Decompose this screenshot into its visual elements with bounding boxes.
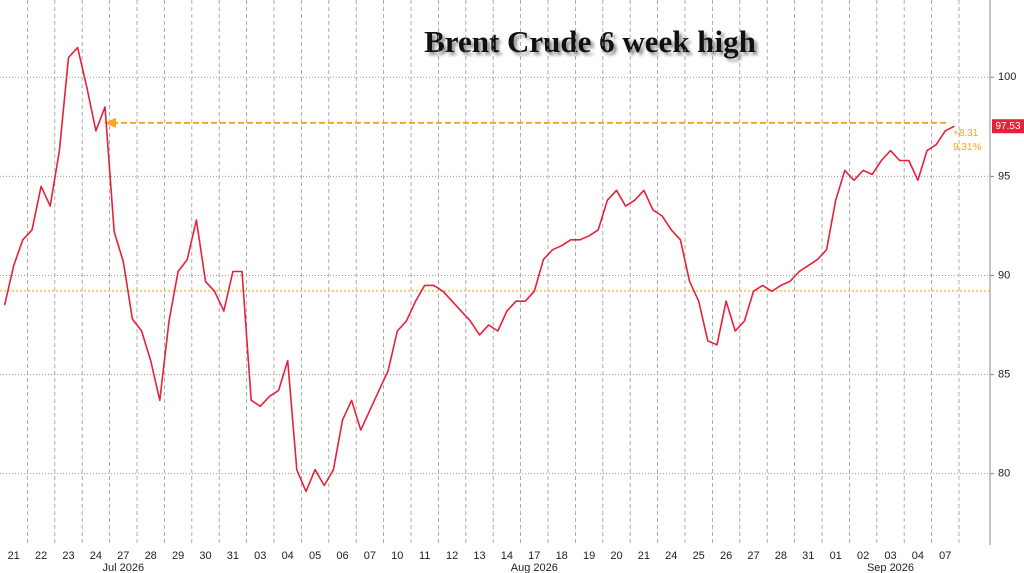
x-tick-label: 12	[446, 550, 458, 562]
x-tick-label: 18	[556, 550, 568, 562]
x-tick-label: 20	[610, 550, 622, 562]
x-tick-label: 17	[528, 550, 540, 562]
change-pct-label: 9.31%	[953, 142, 981, 153]
x-tick-label: 27	[747, 550, 759, 562]
x-tick-label: 21	[638, 550, 650, 562]
x-tick-label: 03	[884, 550, 896, 562]
x-tick-label: 30	[199, 550, 211, 562]
x-tick-label: 27	[117, 550, 129, 562]
x-tick-label: 24	[665, 550, 677, 562]
y-tick-label: 90	[998, 269, 1010, 281]
x-tick-label: 24	[90, 550, 102, 562]
x-tick-label: 06	[336, 550, 348, 562]
x-tick-label: 13	[473, 550, 485, 562]
x-tick-label: 21	[8, 550, 20, 562]
x-tick-label: 05	[309, 550, 321, 562]
x-tick-label: 19	[583, 550, 595, 562]
x-tick-label: 31	[227, 550, 239, 562]
y-tick-label: 95	[998, 170, 1010, 182]
x-tick-label: 26	[720, 550, 732, 562]
last-value-box	[992, 119, 1024, 134]
x-tick-label: 23	[62, 550, 74, 562]
month-label: Aug 2026	[511, 562, 558, 573]
x-tick-label: 25	[693, 550, 705, 562]
change-label: +8.31	[953, 128, 979, 139]
y-tick-label: 100	[998, 71, 1016, 83]
y-tick-label: 85	[998, 368, 1010, 380]
x-tick-label: 07	[364, 550, 376, 562]
last-value-label: 97.53	[995, 121, 1020, 132]
x-tick-label: 04	[912, 550, 924, 562]
x-tick-label: 03	[254, 550, 266, 562]
arrow-head	[104, 117, 116, 128]
x-tick-label: 14	[501, 550, 513, 562]
x-tick-label: 29	[172, 550, 184, 562]
x-tick-label: 28	[145, 550, 157, 562]
y-tick-label: 80	[998, 468, 1010, 480]
price-line	[3, 46, 955, 493]
x-tick-label: 02	[857, 550, 869, 562]
x-tick-label: 31	[802, 550, 814, 562]
x-tick-label: 10	[391, 550, 403, 562]
chart-title: Brent Crude 6 week high	[424, 24, 756, 59]
x-tick-label: 01	[830, 550, 842, 562]
month-label: Sep 2026	[867, 562, 914, 573]
x-tick-label: 28	[775, 550, 787, 562]
x-tick-label: 04	[282, 550, 294, 562]
x-tick-label: 07	[939, 550, 951, 562]
x-tick-label: 11	[419, 550, 430, 562]
month-label: Jul 2026	[103, 562, 145, 573]
x-tick-label: 22	[35, 550, 47, 562]
